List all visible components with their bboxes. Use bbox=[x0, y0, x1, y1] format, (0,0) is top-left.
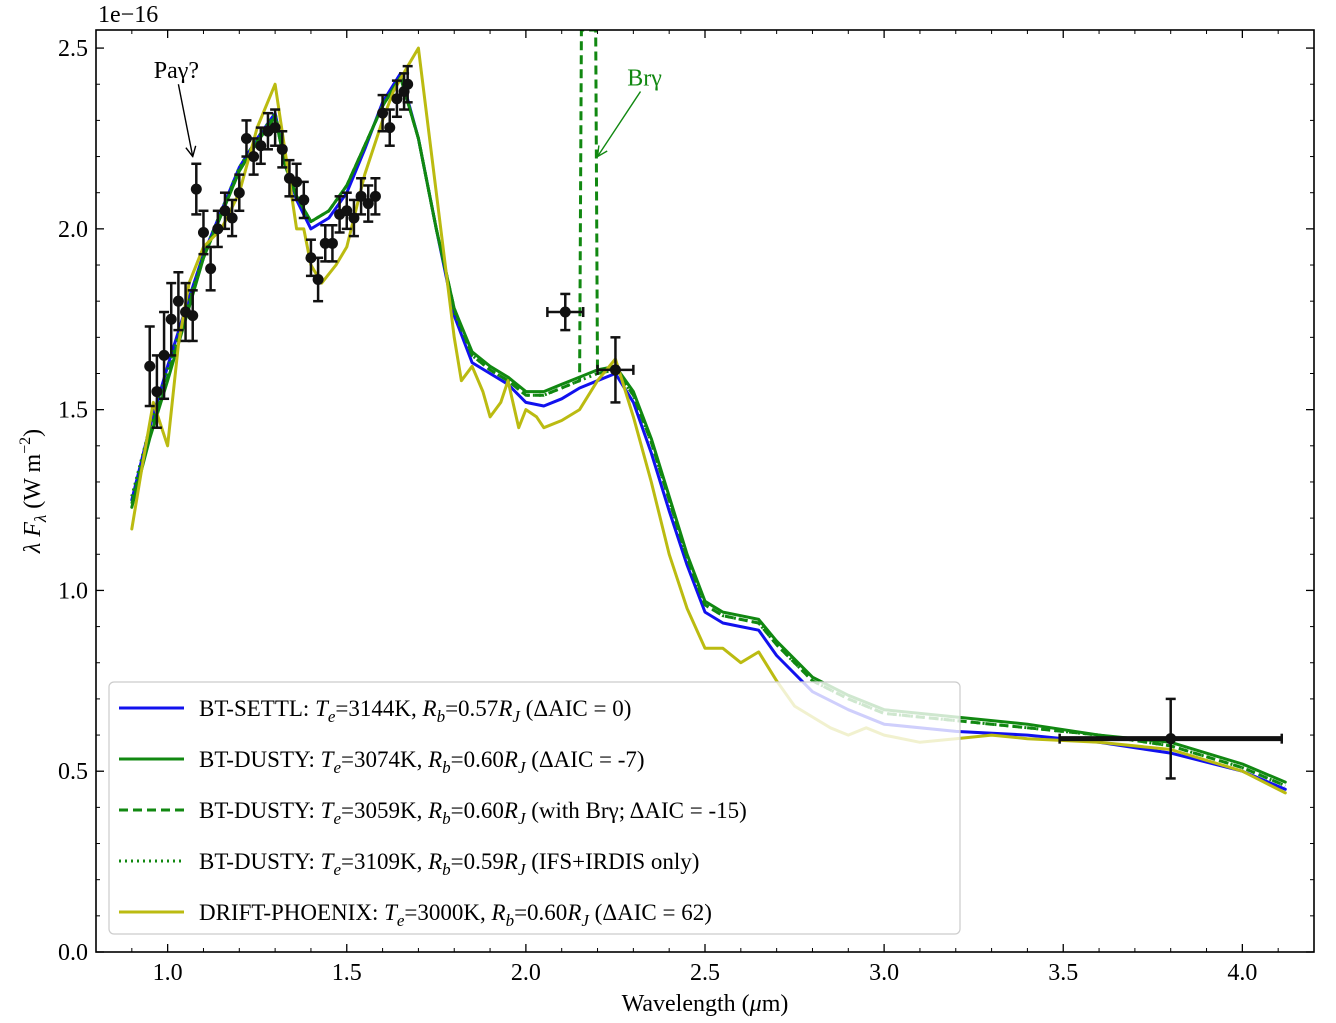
data-point bbox=[180, 281, 192, 343]
annotation-arrow-2 bbox=[598, 91, 642, 156]
data-point bbox=[187, 289, 199, 343]
data-point bbox=[190, 162, 202, 216]
data-point-marker bbox=[391, 93, 403, 105]
data-point-marker bbox=[276, 143, 288, 155]
data-point-marker bbox=[305, 252, 317, 264]
data-point-marker bbox=[298, 194, 310, 206]
data-point-marker bbox=[384, 122, 396, 134]
data-point bbox=[205, 245, 217, 292]
data-point-marker bbox=[151, 386, 163, 398]
data-point bbox=[312, 256, 324, 303]
exponent-label: 1e−16 bbox=[98, 2, 158, 28]
legend-box bbox=[108, 681, 961, 935]
plot-frame bbox=[95, 29, 1315, 953]
data-point-marker bbox=[1165, 733, 1177, 745]
x-tick-label: 2.0 bbox=[511, 960, 541, 986]
data-point-marker bbox=[341, 205, 353, 217]
data-point-marker bbox=[212, 223, 224, 235]
data-point-marker bbox=[197, 226, 209, 238]
data-point-marker bbox=[187, 310, 199, 322]
data-point-marker bbox=[312, 273, 324, 285]
annotation-arrow-1 bbox=[177, 84, 192, 156]
data-point bbox=[596, 336, 635, 404]
y-tick-label: 2.5 bbox=[58, 36, 88, 62]
data-point-marker bbox=[326, 237, 338, 249]
data-point-marker bbox=[226, 212, 238, 224]
data-point-marker bbox=[402, 78, 414, 90]
data-point bbox=[298, 180, 310, 220]
data-point bbox=[276, 129, 288, 169]
series-lines bbox=[130, 30, 1287, 795]
data-point-marker bbox=[233, 187, 245, 199]
series-line-bt-dusty-3 bbox=[130, 30, 1286, 788]
data-point-marker bbox=[219, 205, 231, 217]
data-point bbox=[341, 191, 353, 231]
y-tick-label: 2.0 bbox=[58, 217, 88, 243]
data-point bbox=[291, 162, 303, 202]
data-points bbox=[144, 64, 1284, 780]
data-point bbox=[248, 137, 260, 176]
data-point bbox=[402, 64, 414, 104]
data-point-marker bbox=[240, 132, 252, 144]
data-point-marker bbox=[205, 263, 217, 275]
y-tick-label: 0.5 bbox=[58, 759, 88, 785]
legend-label: DRIFT-PHOENIX: Te=3000K, Rb=0.60RJ (ΔAIC… bbox=[199, 900, 712, 930]
data-point bbox=[197, 209, 209, 256]
plot-area bbox=[130, 30, 1287, 795]
data-point-marker bbox=[362, 198, 374, 210]
data-point bbox=[362, 184, 374, 223]
data-point-marker bbox=[248, 151, 260, 163]
data-point bbox=[326, 223, 338, 263]
data-point bbox=[219, 191, 231, 231]
data-point bbox=[226, 198, 238, 238]
data-point bbox=[165, 281, 177, 357]
annotation-label-2: Brγ bbox=[627, 65, 662, 91]
data-point bbox=[269, 108, 281, 147]
series-line-drift-phoenix-5 bbox=[130, 46, 1287, 795]
legend-label: BT-DUSTY: Te=3109K, Rb=0.59RJ (IFS+IRDIS… bbox=[199, 849, 699, 879]
x-axis-title: Wavelength (μm) bbox=[622, 991, 789, 1017]
data-point bbox=[546, 292, 585, 332]
x-tick-label: 1.0 bbox=[153, 960, 183, 986]
y-axis-title: λ Fλ (W m−2) bbox=[17, 429, 50, 554]
x-tick-label: 2.5 bbox=[690, 960, 720, 986]
x-tick-label: 4.0 bbox=[1227, 960, 1257, 986]
legend: BT-SETTL: Te=3144K, Rb=0.57RJ (ΔAIC = 0)… bbox=[108, 681, 961, 935]
legend-label: BT-DUSTY: Te=3074K, Rb=0.60RJ (ΔAIC = -7… bbox=[199, 747, 645, 777]
y-tick-label: 0.0 bbox=[58, 940, 88, 966]
data-point bbox=[355, 176, 367, 216]
annotations: Paγ? Brγ bbox=[154, 58, 662, 156]
legend-label: BT-SETTL: Te=3144K, Rb=0.57RJ (ΔAIC = 0) bbox=[199, 696, 631, 726]
data-point bbox=[233, 173, 245, 213]
data-point-marker bbox=[190, 183, 202, 195]
y-tick-label: 1.5 bbox=[58, 398, 88, 424]
data-point bbox=[384, 108, 396, 147]
data-point bbox=[391, 79, 403, 119]
data-point bbox=[172, 271, 184, 332]
x-tick-label: 1.5 bbox=[332, 960, 362, 986]
data-point bbox=[1058, 697, 1284, 780]
data-point-marker bbox=[559, 306, 571, 318]
data-point bbox=[212, 209, 224, 249]
annotation-label-1: Paγ? bbox=[154, 58, 199, 84]
data-point bbox=[305, 238, 317, 278]
data-point-marker bbox=[144, 360, 156, 372]
x-tick-label: 3.0 bbox=[869, 960, 899, 986]
data-point-marker bbox=[369, 190, 381, 202]
data-point-marker bbox=[355, 190, 367, 202]
data-point bbox=[369, 176, 381, 216]
data-point-marker bbox=[172, 295, 184, 307]
data-point-marker bbox=[609, 364, 621, 376]
data-point-marker bbox=[158, 349, 170, 361]
x-tick-label: 3.5 bbox=[1048, 960, 1078, 986]
data-point bbox=[158, 310, 170, 401]
y-tick-label: 1.0 bbox=[58, 578, 88, 604]
data-point-marker bbox=[165, 313, 177, 325]
data-point bbox=[144, 325, 156, 408]
data-point-marker bbox=[291, 176, 303, 188]
legend-label: BT-DUSTY: Te=3059K, Rb=0.60RJ (with Brγ;… bbox=[199, 798, 747, 828]
